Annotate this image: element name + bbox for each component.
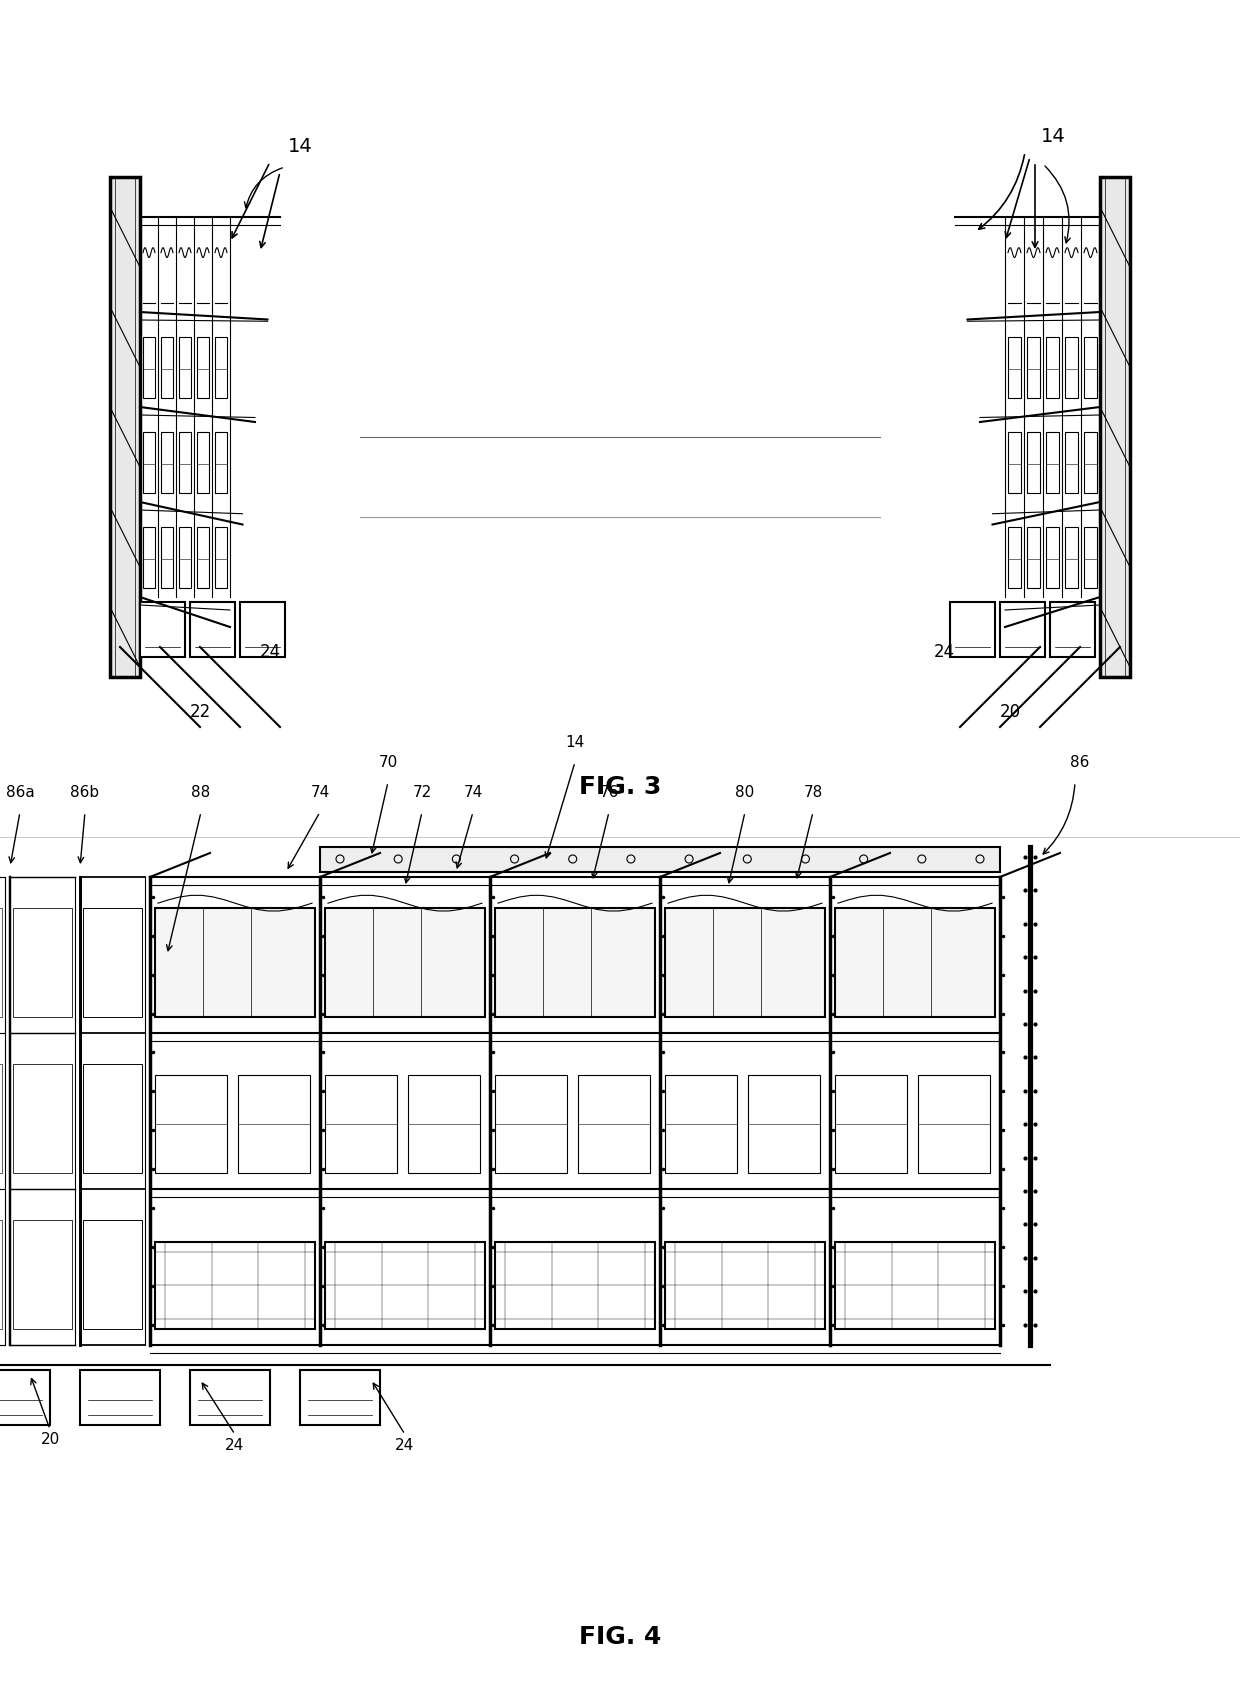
Bar	[748, 1074, 820, 1173]
Bar	[197, 528, 210, 587]
FancyBboxPatch shape	[0, 1369, 50, 1424]
FancyBboxPatch shape	[140, 602, 185, 657]
FancyBboxPatch shape	[190, 1369, 270, 1424]
Text: 24: 24	[934, 643, 955, 662]
FancyBboxPatch shape	[999, 602, 1045, 657]
Text: 72: 72	[413, 786, 432, 799]
Bar	[325, 908, 485, 1017]
Bar	[578, 1074, 650, 1173]
Bar	[12, 908, 72, 1017]
Bar	[1065, 528, 1078, 587]
Bar	[1084, 338, 1097, 397]
Bar	[918, 1074, 991, 1173]
Text: 24: 24	[260, 643, 281, 662]
Text: 20: 20	[41, 1432, 60, 1448]
Bar	[665, 1242, 825, 1329]
Bar	[161, 433, 174, 492]
Bar	[835, 1242, 994, 1329]
Text: 86: 86	[1070, 755, 1090, 770]
Bar	[1084, 433, 1097, 492]
FancyBboxPatch shape	[1100, 176, 1130, 677]
Bar	[83, 1220, 143, 1329]
Text: FIG. 4: FIG. 4	[579, 1626, 661, 1649]
Bar	[83, 908, 143, 1017]
FancyBboxPatch shape	[190, 602, 236, 657]
Bar	[320, 847, 999, 872]
Bar	[835, 908, 994, 1017]
Bar	[83, 1064, 143, 1173]
Bar	[495, 908, 655, 1017]
Bar	[495, 1242, 655, 1329]
FancyBboxPatch shape	[81, 1369, 160, 1424]
Text: 86a: 86a	[6, 786, 35, 799]
Bar	[1008, 433, 1021, 492]
Bar	[179, 528, 191, 587]
Text: 88: 88	[191, 786, 211, 799]
Bar	[495, 1074, 567, 1173]
Bar	[179, 338, 191, 397]
Bar	[665, 908, 825, 1017]
Bar	[1047, 338, 1059, 397]
Bar	[215, 338, 227, 397]
Bar	[12, 1220, 72, 1329]
Bar	[155, 1242, 315, 1329]
Bar	[161, 338, 174, 397]
Bar	[1065, 433, 1078, 492]
FancyBboxPatch shape	[241, 602, 285, 657]
Bar	[1084, 528, 1097, 587]
Text: 74: 74	[310, 786, 330, 799]
Text: 80: 80	[735, 786, 755, 799]
Bar	[155, 1074, 227, 1173]
Bar	[1047, 528, 1059, 587]
Bar	[665, 1074, 737, 1173]
Bar	[143, 528, 155, 587]
FancyBboxPatch shape	[1050, 602, 1095, 657]
Bar	[0, 1220, 2, 1329]
Bar	[1027, 528, 1040, 587]
Bar	[835, 1074, 906, 1173]
Bar	[1027, 338, 1040, 397]
Bar	[1008, 338, 1021, 397]
Bar	[238, 1074, 310, 1173]
Bar	[215, 433, 227, 492]
Bar	[179, 433, 191, 492]
Bar	[1008, 528, 1021, 587]
Bar	[325, 1074, 397, 1173]
Bar	[197, 338, 210, 397]
Text: FIG. 3: FIG. 3	[579, 776, 661, 799]
Text: 76: 76	[599, 786, 619, 799]
Bar	[215, 528, 227, 587]
Bar	[1027, 433, 1040, 492]
Bar	[325, 1242, 485, 1329]
Bar	[408, 1074, 480, 1173]
Text: 86b: 86b	[71, 786, 99, 799]
Bar	[1065, 338, 1078, 397]
Text: 78: 78	[804, 786, 822, 799]
FancyBboxPatch shape	[950, 602, 994, 657]
Bar	[1047, 433, 1059, 492]
Bar	[197, 433, 210, 492]
Bar	[0, 1064, 2, 1173]
FancyBboxPatch shape	[110, 176, 140, 677]
Text: 14: 14	[1040, 127, 1065, 146]
Bar	[12, 1064, 72, 1173]
Bar	[0, 908, 2, 1017]
Bar	[143, 433, 155, 492]
Text: 14: 14	[288, 137, 312, 156]
Text: 24: 24	[396, 1437, 414, 1453]
Bar	[155, 908, 315, 1017]
Text: 70: 70	[378, 755, 398, 770]
Text: 74: 74	[464, 786, 482, 799]
Bar	[161, 528, 174, 587]
Text: 22: 22	[190, 703, 211, 721]
Bar	[143, 338, 155, 397]
Text: 14: 14	[565, 735, 584, 750]
Text: 20: 20	[999, 703, 1021, 721]
FancyBboxPatch shape	[300, 1369, 379, 1424]
Text: 24: 24	[226, 1437, 244, 1453]
